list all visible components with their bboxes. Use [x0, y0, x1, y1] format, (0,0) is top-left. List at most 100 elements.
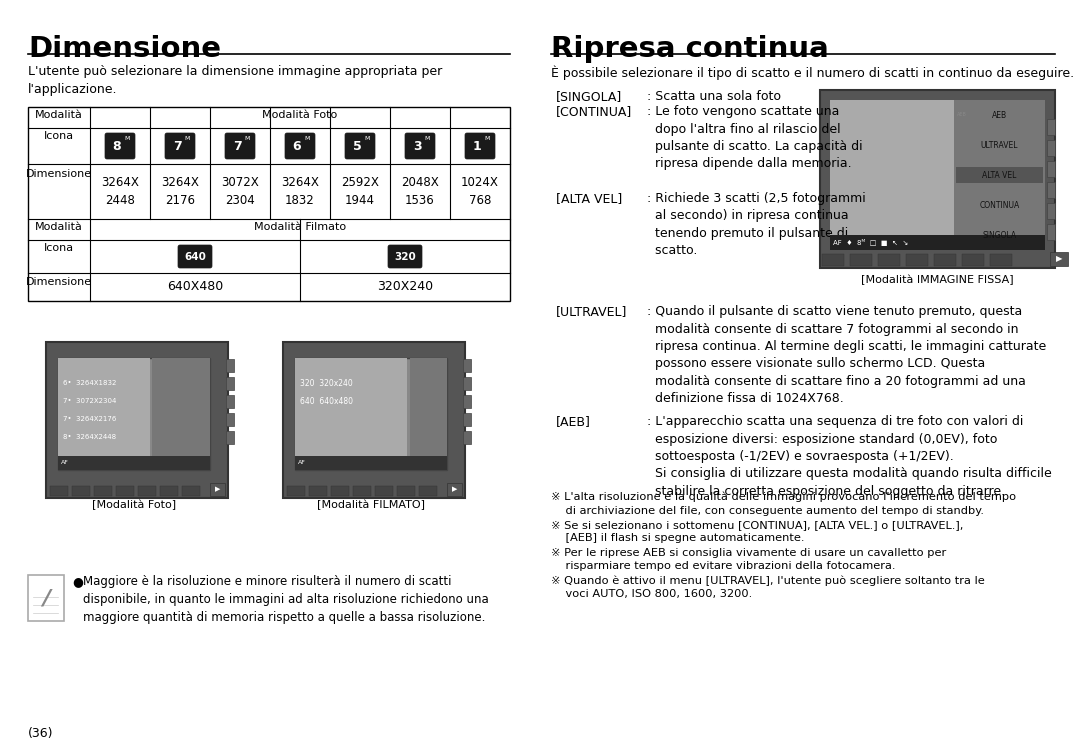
Text: [ULTRAVEL]: [ULTRAVEL] — [556, 305, 627, 318]
Bar — [934, 254, 956, 266]
Bar — [46, 342, 228, 498]
Text: CONTINUA: CONTINUA — [980, 201, 1020, 210]
Bar — [28, 107, 510, 301]
Text: Modalità Filmato: Modalità Filmato — [254, 222, 346, 232]
Bar — [353, 486, 372, 496]
Text: 320: 320 — [394, 251, 416, 262]
Text: ※ Per le riprese AEB si consiglia vivamente di usare un cavalletto per
    rispa: ※ Per le riprese AEB si consiglia vivame… — [551, 548, 946, 571]
Text: : Scatta una sola foto: : Scatta una sola foto — [647, 90, 781, 103]
FancyBboxPatch shape — [225, 133, 255, 159]
Text: 640: 640 — [184, 251, 206, 262]
Text: ●: ● — [72, 575, 83, 588]
Text: AEB: AEB — [991, 110, 1007, 119]
Text: 3264X: 3264X — [102, 176, 139, 189]
Bar — [1047, 182, 1055, 198]
Bar — [226, 431, 234, 444]
Text: M: M — [244, 137, 249, 142]
Bar — [58, 456, 210, 470]
Text: 2048X: 2048X — [401, 176, 438, 189]
Bar — [226, 359, 234, 372]
Text: 3072X: 3072X — [221, 176, 259, 189]
Bar — [295, 456, 447, 470]
Text: : Le foto vengono scattate una
  dopo l'altra fino al rilascio del
  pulsante di: : Le foto vengono scattate una dopo l'al… — [647, 105, 863, 171]
Text: Modalità Foto: Modalità Foto — [262, 110, 338, 120]
Text: AF  ♦  8ᴹ  □  ■  ↖  ↘: AF ♦ 8ᴹ □ ■ ↖ ↘ — [833, 239, 908, 246]
Bar — [878, 254, 900, 266]
Text: 2176: 2176 — [165, 194, 195, 207]
Bar — [309, 486, 327, 496]
Bar — [152, 358, 210, 470]
Bar — [410, 358, 447, 470]
Text: Dimensione: Dimensione — [26, 169, 92, 179]
Text: 1536: 1536 — [405, 194, 435, 207]
Text: ▶: ▶ — [451, 486, 457, 492]
Bar — [463, 395, 471, 408]
Text: M: M — [424, 137, 430, 142]
Text: 7•  3072X2304: 7• 3072X2304 — [63, 398, 117, 404]
Text: 2592X: 2592X — [341, 176, 379, 189]
Bar — [226, 395, 234, 408]
Text: 3264X: 3264X — [161, 176, 199, 189]
Bar — [1047, 119, 1055, 135]
FancyBboxPatch shape — [178, 245, 212, 268]
Text: [AEB]: [AEB] — [556, 415, 591, 428]
Bar — [116, 486, 134, 496]
Bar — [1047, 161, 1055, 177]
Text: Modalità: Modalità — [35, 110, 83, 120]
Text: [Modalità FILMATO]: [Modalità FILMATO] — [318, 500, 426, 510]
Text: : L'apparecchio scatta una sequenza di tre foto con valori di
  esposizione dive: : L'apparecchio scatta una sequenza di t… — [647, 415, 1052, 498]
Text: M: M — [484, 137, 489, 142]
Bar — [397, 486, 415, 496]
Bar — [287, 486, 305, 496]
Bar — [463, 359, 471, 372]
FancyBboxPatch shape — [405, 133, 435, 159]
Text: 5: 5 — [353, 140, 362, 152]
Bar — [906, 254, 928, 266]
Bar — [463, 431, 471, 444]
Text: ULTRAVEL: ULTRAVEL — [981, 140, 1018, 149]
Text: (36): (36) — [28, 727, 54, 740]
Bar — [1047, 224, 1055, 240]
Text: [CONTINUA]: [CONTINUA] — [556, 105, 632, 118]
Text: AF: AF — [60, 460, 69, 466]
FancyBboxPatch shape — [285, 133, 315, 159]
Bar — [831, 100, 954, 250]
Text: : Richiede 3 scatti (2,5 fotogrammi
  al secondo) in ripresa continua
  tenendo : : Richiede 3 scatti (2,5 fotogrammi al s… — [647, 192, 866, 257]
FancyBboxPatch shape — [388, 245, 422, 268]
Text: 640X480: 640X480 — [167, 280, 224, 293]
Text: È possibile selezionare il tipo di scatto e il numero di scatti in continuo da e: È possibile selezionare il tipo di scatt… — [551, 65, 1075, 80]
Text: 6: 6 — [293, 140, 301, 152]
Bar — [50, 486, 68, 496]
Bar — [419, 486, 437, 496]
Text: 1832: 1832 — [285, 194, 315, 207]
Bar — [375, 486, 393, 496]
Text: [SINGOLA]: [SINGOLA] — [556, 90, 622, 103]
Text: ※ Quando è attivo il menu [ULTRAVEL], l'utente può scegliere soltanto tra le
   : ※ Quando è attivo il menu [ULTRAVEL], l'… — [551, 575, 985, 599]
Bar — [850, 254, 872, 266]
Text: 6•  3264X1832: 6• 3264X1832 — [63, 380, 117, 386]
Text: 2304: 2304 — [225, 194, 255, 207]
Bar — [58, 358, 150, 470]
Text: 3264X: 3264X — [281, 176, 319, 189]
Text: 768: 768 — [469, 194, 491, 207]
Bar — [820, 90, 1055, 268]
Text: 3: 3 — [413, 140, 421, 152]
Text: ※ Se si selezionano i sottomenu [CONTINUA], [ALTA VEL.] o [ULTRAVEL.],
    [AEB]: ※ Se si selezionano i sottomenu [CONTINU… — [551, 520, 963, 543]
Text: AF: AF — [298, 460, 306, 466]
Bar — [822, 254, 843, 266]
Text: 2448: 2448 — [105, 194, 135, 207]
Bar — [990, 254, 1012, 266]
Bar — [447, 483, 462, 496]
Bar — [295, 358, 407, 470]
Text: AEB: AEB — [957, 113, 967, 118]
Bar — [72, 486, 90, 496]
Text: 640  640x480: 640 640x480 — [300, 397, 353, 406]
Text: Dimensione: Dimensione — [28, 35, 221, 63]
Text: 7•  3264X2176: 7• 3264X2176 — [63, 416, 117, 422]
Text: M: M — [364, 137, 369, 142]
FancyBboxPatch shape — [465, 133, 495, 159]
Text: [Modalità IMMAGINE FISSA]: [Modalità IMMAGINE FISSA] — [861, 275, 1014, 286]
Text: Icona: Icona — [44, 243, 75, 253]
Text: 7: 7 — [232, 140, 241, 152]
Bar — [330, 486, 349, 496]
